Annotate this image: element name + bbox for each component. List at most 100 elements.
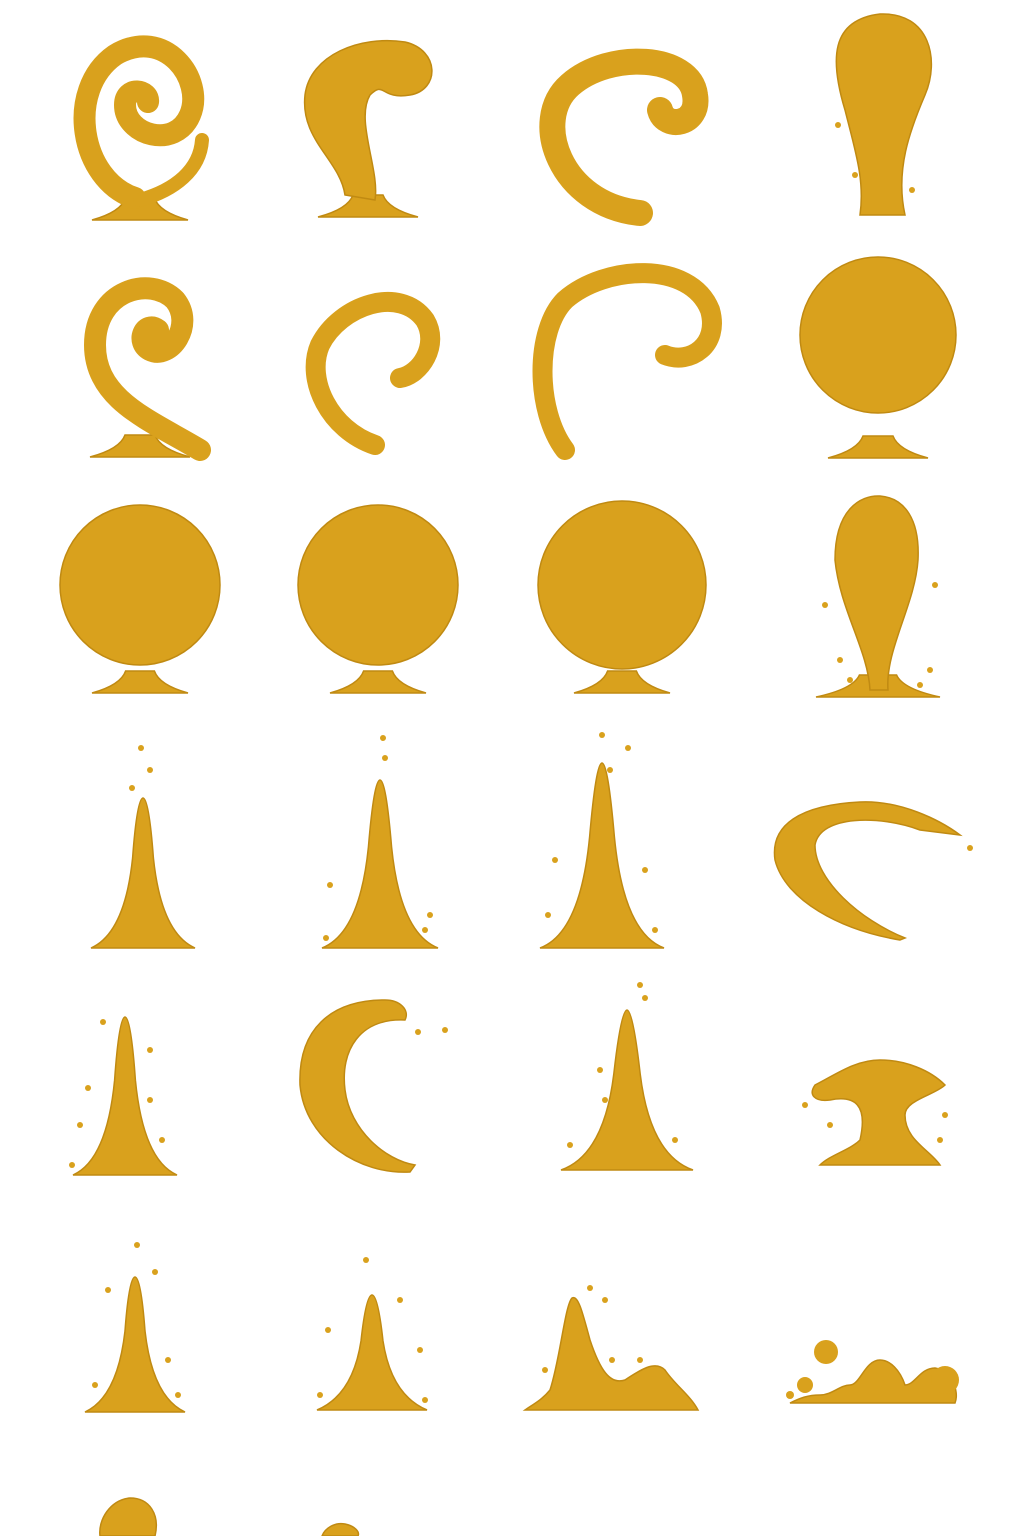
splash-blobs xyxy=(789,1359,957,1404)
droplet xyxy=(967,845,973,851)
droplet xyxy=(937,1137,943,1143)
droplet xyxy=(852,172,858,178)
droplet xyxy=(607,767,613,773)
droplet xyxy=(552,857,558,863)
droplet xyxy=(327,882,333,888)
pedestal xyxy=(317,194,419,218)
droplet xyxy=(442,1027,448,1033)
droplet xyxy=(159,1137,165,1143)
spike xyxy=(316,1294,428,1411)
ball xyxy=(799,256,957,414)
droplet xyxy=(597,1067,603,1073)
droplet xyxy=(415,1029,421,1035)
droplet xyxy=(835,122,841,128)
droplet xyxy=(175,1392,181,1398)
droplet xyxy=(847,677,853,683)
curl xyxy=(305,292,441,455)
droplet xyxy=(165,1357,171,1363)
droplet xyxy=(822,602,828,608)
droplet xyxy=(609,1357,615,1363)
comma xyxy=(303,39,433,201)
droplet xyxy=(138,745,144,751)
droplet xyxy=(147,767,153,773)
droplet xyxy=(147,1097,153,1103)
droplet xyxy=(69,1162,75,1168)
droplet xyxy=(317,1392,323,1398)
blob xyxy=(321,1522,360,1536)
droplet xyxy=(422,1397,428,1403)
droplet xyxy=(602,1097,608,1103)
droplet xyxy=(652,927,658,933)
droplet xyxy=(397,1297,403,1303)
droplet xyxy=(931,1366,959,1394)
droplet xyxy=(567,1142,573,1148)
plume xyxy=(835,13,933,216)
spike xyxy=(560,1009,694,1171)
droplet xyxy=(599,732,605,738)
droplet xyxy=(827,1122,833,1128)
spike-splash xyxy=(522,1296,700,1411)
pedestal xyxy=(573,670,671,694)
spiral xyxy=(73,35,205,209)
droplet xyxy=(927,667,933,673)
droplet xyxy=(625,745,631,751)
droplet xyxy=(672,1137,678,1143)
droplet xyxy=(837,657,843,663)
droplet xyxy=(382,755,388,761)
droplet xyxy=(147,1047,153,1053)
droplet xyxy=(85,1085,91,1091)
curl xyxy=(532,263,722,460)
spiral xyxy=(84,277,211,461)
droplet xyxy=(602,1297,608,1303)
spike xyxy=(321,779,439,949)
droplet xyxy=(637,1357,643,1363)
droplet xyxy=(786,1391,794,1399)
droplet xyxy=(323,935,329,941)
droplet xyxy=(427,912,433,918)
droplet xyxy=(363,1257,369,1263)
pedestal xyxy=(329,670,427,694)
droplet xyxy=(942,1112,948,1118)
droplet xyxy=(797,1377,813,1393)
droplet xyxy=(417,1347,423,1353)
blob xyxy=(99,1497,157,1536)
droplet xyxy=(642,995,648,1001)
droplet xyxy=(77,1122,83,1128)
droplet xyxy=(129,785,135,791)
droplet xyxy=(422,927,428,933)
droplet xyxy=(802,1102,808,1108)
droplet xyxy=(917,682,923,688)
droplet xyxy=(380,735,386,741)
droplet xyxy=(100,1019,106,1025)
pedestal xyxy=(91,670,189,694)
droplet xyxy=(587,1285,593,1291)
ball xyxy=(297,504,459,666)
ball xyxy=(537,500,707,670)
droplet xyxy=(325,1327,331,1333)
curl xyxy=(539,48,709,226)
balloon xyxy=(834,495,919,691)
droplet xyxy=(542,1367,548,1373)
spike xyxy=(539,762,665,949)
droplet xyxy=(932,582,938,588)
crescent xyxy=(773,801,963,941)
droplet xyxy=(814,1340,838,1364)
droplet xyxy=(134,1242,140,1248)
spike xyxy=(90,797,196,949)
droplet xyxy=(545,912,551,918)
droplet xyxy=(92,1382,98,1388)
droplet xyxy=(105,1287,111,1293)
droplet xyxy=(909,187,915,193)
pedestal xyxy=(827,435,929,459)
ball xyxy=(59,504,221,666)
spike xyxy=(84,1276,186,1413)
droplet xyxy=(637,982,643,988)
spike xyxy=(72,1016,178,1176)
crescent xyxy=(299,999,417,1173)
droplet xyxy=(642,867,648,873)
spiral-tail xyxy=(133,133,209,207)
droplet xyxy=(152,1269,158,1275)
mushroom-splash xyxy=(811,1059,947,1166)
